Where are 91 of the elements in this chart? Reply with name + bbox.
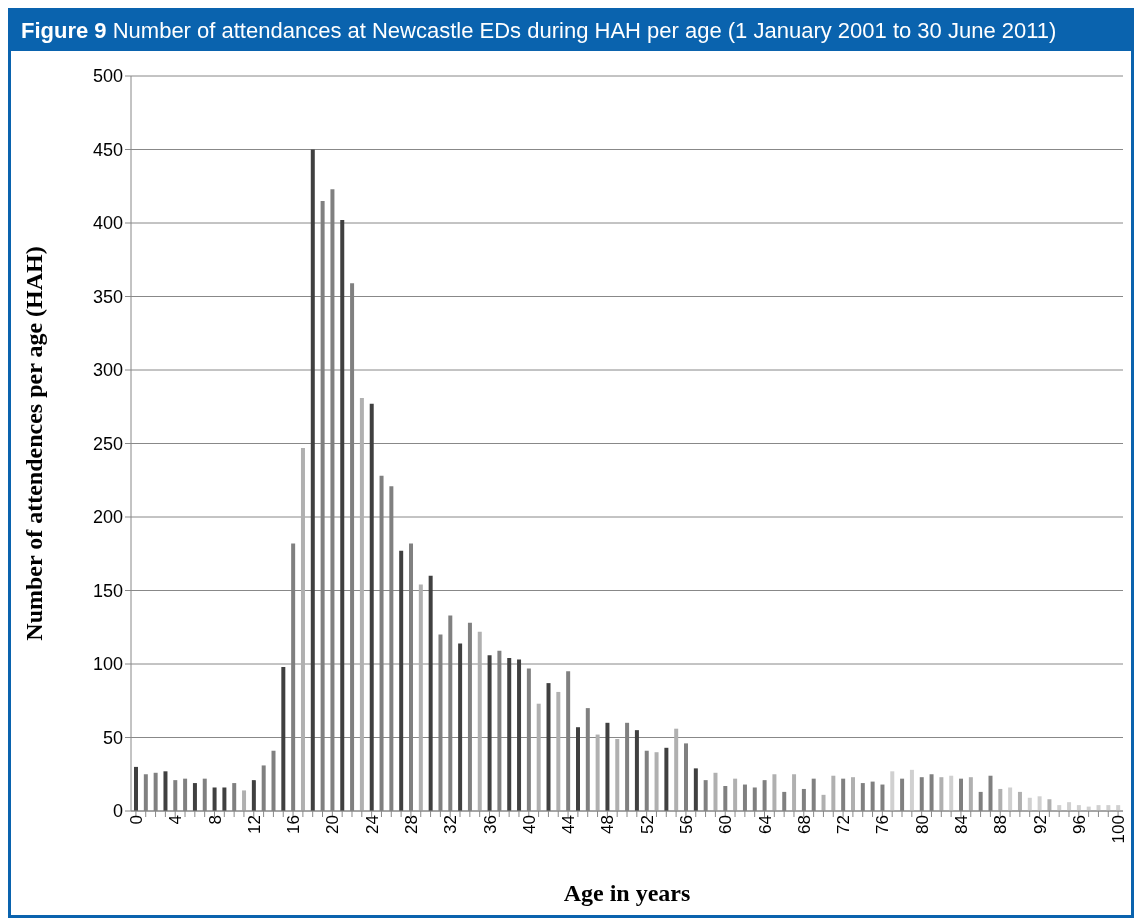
- bar: [281, 666, 286, 811]
- x-tick-label: 60: [716, 815, 736, 834]
- y-tick-label: 250: [92, 433, 123, 454]
- x-axis-title: Age in years: [563, 880, 691, 906]
- bar: [1027, 797, 1032, 811]
- bar: [1008, 787, 1013, 811]
- x-tick-label: 44: [559, 815, 579, 834]
- y-axis-title: Number of attendences per age (HAH): [20, 246, 47, 641]
- bar: [968, 777, 973, 811]
- y-tick-label: 450: [92, 139, 123, 160]
- x-tick-label: 36: [480, 815, 500, 834]
- bar: [517, 659, 522, 811]
- x-tick-label: 88: [991, 815, 1011, 834]
- bar: [575, 727, 580, 811]
- y-tick-label: 400: [92, 213, 123, 234]
- bar: [693, 768, 698, 811]
- bar: [821, 794, 826, 811]
- bar: [890, 771, 895, 811]
- y-tick-label: 500: [92, 66, 123, 87]
- bar: [369, 403, 374, 811]
- bar: [733, 778, 738, 811]
- bar: [222, 787, 227, 811]
- y-tick-label: 150: [92, 580, 123, 601]
- bar: [831, 775, 836, 811]
- bar: [939, 777, 944, 811]
- x-tick-label: 80: [912, 815, 932, 834]
- bar: [251, 780, 256, 811]
- bar: [674, 728, 679, 811]
- x-tick-label: 84: [952, 815, 972, 834]
- bar: [634, 730, 639, 811]
- x-tick-label: 4: [166, 815, 186, 825]
- x-tick-label: 0: [126, 815, 146, 825]
- y-tick-label: 100: [92, 654, 123, 675]
- bar: [850, 777, 855, 811]
- x-tick-label: 20: [323, 815, 343, 834]
- x-tick-label: 8: [205, 815, 225, 825]
- bar: [536, 703, 541, 811]
- x-tick-label: 40: [519, 815, 539, 834]
- bar: [556, 691, 561, 811]
- bar: [792, 774, 797, 811]
- bar: [340, 220, 345, 811]
- bar: [310, 149, 315, 811]
- y-tick-label: 300: [92, 360, 123, 381]
- chart-title: Figure 9 Number of attendances at Newcastle EDs during HAH per age (1 January 2001 to 30 June 2011): [11, 11, 1131, 51]
- bar: [664, 747, 669, 811]
- bar: [909, 769, 914, 811]
- x-tick-label: 16: [284, 815, 304, 834]
- y-tick-label: 350: [92, 286, 123, 307]
- bar: [713, 772, 718, 811]
- x-tick-label: 72: [834, 815, 854, 834]
- x-tick-label: 48: [598, 815, 618, 834]
- bar: [546, 683, 551, 811]
- bar: [359, 397, 364, 811]
- bar: [428, 575, 433, 811]
- x-tick-label: 100: [1109, 815, 1129, 844]
- bar: [212, 787, 217, 811]
- bar: [1037, 796, 1042, 811]
- bar: [418, 584, 423, 811]
- bar: [605, 722, 610, 811]
- bar: [949, 775, 954, 811]
- x-tick-label: 12: [244, 815, 264, 834]
- y-tick-label: 50: [102, 727, 123, 748]
- bar: [458, 643, 463, 811]
- bar: [1067, 802, 1072, 811]
- x-tick-label: 92: [1030, 815, 1050, 834]
- bar: [1017, 791, 1022, 811]
- bar: [615, 738, 620, 811]
- x-tick-label: 96: [1069, 815, 1089, 834]
- bar: [399, 550, 404, 811]
- bar: [134, 766, 138, 811]
- x-tick-label: 28: [401, 815, 421, 834]
- bar: [1047, 799, 1052, 811]
- bar: [477, 631, 482, 811]
- bar: [163, 771, 168, 811]
- bar: [595, 734, 600, 811]
- bar: [507, 658, 512, 811]
- bar: [300, 447, 305, 811]
- bar: [192, 783, 197, 811]
- y-tick-label: 200: [92, 507, 123, 528]
- bar: [772, 774, 777, 811]
- x-tick-label: 24: [362, 815, 382, 834]
- x-tick-label: 64: [755, 815, 775, 834]
- bar: [998, 788, 1003, 811]
- x-tick-label: 76: [873, 815, 893, 834]
- x-tick-label: 68: [794, 815, 814, 834]
- x-tick-label: 32: [441, 815, 461, 834]
- x-tick-label: 52: [637, 815, 657, 834]
- bar: [487, 655, 492, 811]
- bar: [654, 752, 659, 811]
- bar: [242, 790, 247, 811]
- x-tick-label: 56: [677, 815, 696, 834]
